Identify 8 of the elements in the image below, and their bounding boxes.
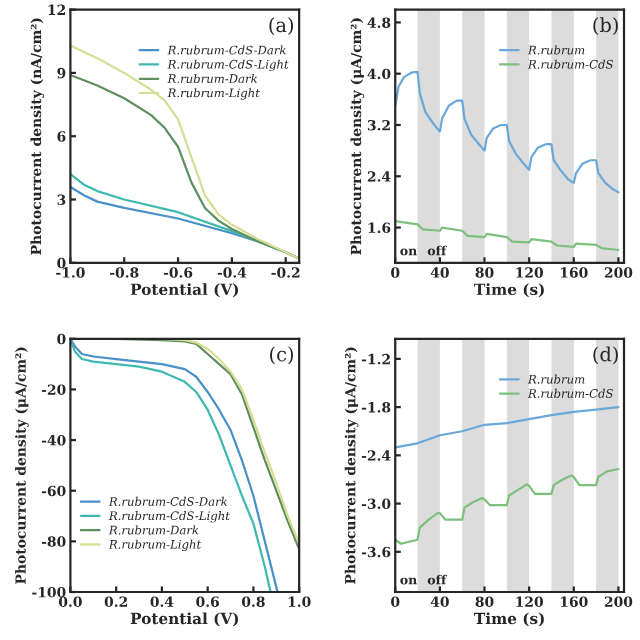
annotation: (c) (270, 346, 294, 365)
line-series (395, 467, 620, 545)
line-series (395, 70, 620, 194)
annotation: (d) (593, 346, 618, 365)
line-series (395, 406, 620, 449)
annotation: (b) (593, 17, 618, 35)
line-series (395, 220, 620, 252)
annotation: (a) (269, 17, 294, 35)
